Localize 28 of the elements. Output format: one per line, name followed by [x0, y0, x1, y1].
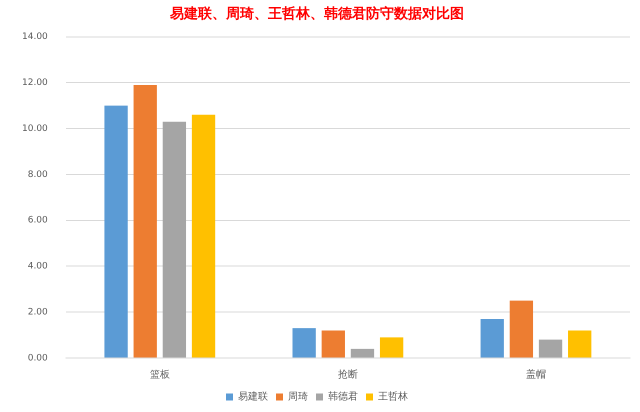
bar: [538, 340, 562, 358]
bar: [192, 114, 216, 358]
bar: [510, 300, 534, 358]
y-tick-label: 0.00: [28, 353, 48, 364]
y-tick-label: 2.00: [28, 307, 48, 318]
bar: [380, 337, 404, 358]
bar: [134, 84, 157, 358]
y-tick-label: 6.00: [28, 216, 48, 226]
bar: [322, 330, 345, 358]
y-tick-label: 14.00: [22, 32, 48, 42]
legend-label: 易建联: [238, 390, 268, 403]
legend-label: 王哲林: [378, 390, 408, 403]
legend-label: 周琦: [288, 390, 308, 403]
bar: [104, 106, 128, 358]
y-tick-label: 12.00: [22, 78, 48, 88]
bar: [480, 318, 504, 358]
x-tick-label: 篮板: [150, 368, 170, 381]
bar: [568, 330, 592, 358]
y-tick-label: 4.00: [28, 262, 48, 272]
x-tick-label: 抢断: [338, 368, 358, 381]
bar: [162, 122, 186, 358]
x-tick-label: 盖帽: [526, 368, 546, 381]
y-tick-label: 8.00: [28, 170, 48, 180]
chart-title: 易建联、周琦、王哲林、韩德君防守数据对比图: [169, 5, 464, 22]
bar: [350, 348, 374, 358]
legend-label: 韩德君: [328, 390, 358, 403]
bar: [292, 328, 316, 358]
y-tick-label: 10.00: [22, 124, 48, 134]
